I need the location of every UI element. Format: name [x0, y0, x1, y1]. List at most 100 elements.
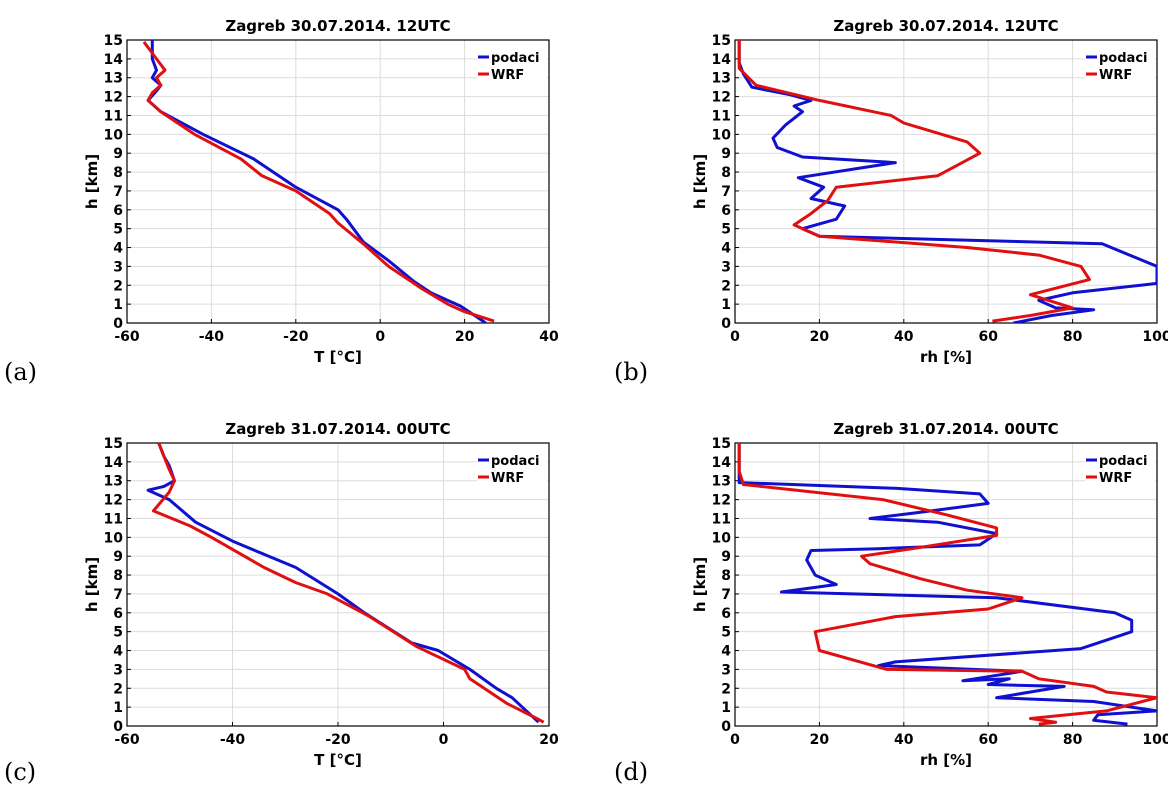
y-tick-label: 14	[712, 455, 732, 471]
legend-box	[1085, 449, 1155, 485]
y-tick-label: 1	[721, 700, 731, 716]
legend-entry: podaci	[491, 454, 539, 469]
y-tick-label: 13	[712, 474, 731, 490]
chart-title: Zagreb 30.07.2014. 12UTC	[225, 17, 450, 35]
panel-label: (d)	[614, 758, 648, 785]
y-tick-label: 7	[721, 587, 731, 603]
y-tick-label: 13	[104, 71, 123, 87]
series-line-podaci	[737, 40, 1157, 323]
y-tick-label: 5	[721, 222, 731, 238]
y-tick-label: 0	[721, 719, 731, 735]
legend: podaci WRF	[477, 46, 547, 83]
y-tick-label: 7	[113, 587, 123, 603]
x-tick-label: -20	[325, 732, 351, 748]
y-tick-label: 14	[712, 52, 732, 68]
x-tick-label: -60	[114, 732, 140, 748]
y-tick-label: 2	[721, 278, 731, 294]
y-tick-label: 2	[721, 681, 731, 697]
y-tick-label: 6	[113, 203, 123, 219]
chart-panel-1: -60 -40 -20 0 20 400123456789101112131415Zagr…	[4, 17, 559, 386]
legend: podaci WRF	[1085, 46, 1155, 83]
y-tick-label: 15	[104, 33, 123, 49]
chart-title: Zagreb 31.07.2014. 00UTC	[833, 420, 1058, 438]
y-tick-label: 11	[712, 511, 731, 527]
y-tick-label: 8	[113, 568, 123, 584]
y-tick-label: 1	[113, 297, 123, 313]
x-tick-label: 20	[810, 329, 830, 345]
x-axis-label: T [°C]	[314, 348, 362, 366]
series-line-wrf	[737, 443, 1157, 726]
y-tick-label: 13	[712, 71, 731, 87]
chart-panel-3: -60 -40 -20 0 200123456789101112131415Zagreb…	[4, 420, 559, 785]
x-tick-label: 40	[894, 329, 914, 345]
plot-frame	[734, 442, 1158, 727]
y-tick-label: 6	[721, 203, 731, 219]
x-tick-label: 80	[1063, 732, 1083, 748]
y-tick-label: 4	[721, 644, 731, 660]
y-tick-label: 9	[113, 549, 123, 565]
x-tick-label: 60	[978, 329, 998, 345]
plot-frame	[126, 39, 550, 324]
legend-box	[477, 449, 547, 485]
y-tick-label: 15	[104, 436, 123, 452]
series-line-wrf	[142, 41, 495, 323]
y-tick-label: 14	[104, 455, 124, 471]
y-axis-label: h [km]	[691, 557, 709, 612]
series-line-wrf	[151, 443, 545, 724]
y-tick-label: 4	[113, 644, 123, 660]
x-tick-label: 100	[1142, 329, 1168, 345]
y-tick-label: 7	[721, 184, 731, 200]
legend-box	[1085, 46, 1155, 82]
y-tick-label: 3	[113, 259, 123, 275]
y-tick-label: 5	[113, 222, 123, 238]
x-tick-label: -40	[199, 329, 225, 345]
panel-label: (a)	[4, 358, 37, 386]
y-tick-label: 2	[113, 278, 123, 294]
y-tick-label: 15	[712, 33, 731, 49]
y-tick-label: 4	[721, 241, 731, 257]
y-tick-label: 15	[712, 436, 731, 452]
chart-title: Zagreb 31.07.2014. 00UTC	[225, 420, 450, 438]
y-tick-label: 12	[712, 90, 731, 106]
y-tick-label: 0	[113, 719, 123, 735]
legend-box	[477, 46, 547, 82]
legend-entry: WRF	[1099, 68, 1132, 83]
y-axis-label: h [km]	[83, 154, 101, 209]
x-tick-label: 60	[978, 732, 998, 748]
y-tick-label: 12	[104, 493, 123, 509]
y-tick-label: 3	[113, 662, 123, 678]
y-tick-label: 10	[104, 530, 124, 546]
y-tick-label: 11	[104, 511, 123, 527]
legend-entry: podaci	[1099, 454, 1147, 469]
panel-label: (c)	[4, 758, 36, 785]
legend-entry: podaci	[491, 51, 539, 66]
x-tick-label: 20	[455, 329, 475, 345]
series-line-podaci	[737, 443, 1157, 726]
legend-entry: WRF	[491, 471, 524, 486]
x-tick-label: -60	[114, 329, 140, 345]
y-tick-label: 10	[712, 127, 732, 143]
y-tick-label: 6	[113, 606, 123, 622]
x-tick-label: -40	[220, 732, 246, 748]
legend-entry: podaci	[1099, 51, 1147, 66]
y-tick-label: 0	[113, 316, 123, 332]
y-tick-label: 11	[712, 108, 731, 124]
x-tick-label: 20	[539, 732, 559, 748]
y-tick-label: 11	[104, 108, 123, 124]
y-tick-label: 1	[113, 700, 123, 716]
plot-frame	[734, 39, 1158, 324]
y-tick-label: 5	[113, 625, 123, 641]
chart-panel-4: 0 20 40 60 80 1000123456789101112131415Zagreb…	[614, 420, 1168, 785]
x-axis-label: rh [%]	[920, 751, 972, 769]
x-tick-label: 80	[1063, 329, 1083, 345]
x-axis-label: T [°C]	[314, 751, 362, 769]
x-tick-label: 100	[1142, 732, 1168, 748]
y-tick-label: 10	[712, 530, 732, 546]
legend: podaci WRF	[1085, 449, 1155, 486]
y-tick-label: 3	[721, 259, 731, 275]
x-tick-label: 0	[375, 329, 385, 345]
y-tick-label: 10	[104, 127, 124, 143]
y-tick-label: 12	[712, 493, 731, 509]
series-line-podaci	[146, 40, 487, 323]
